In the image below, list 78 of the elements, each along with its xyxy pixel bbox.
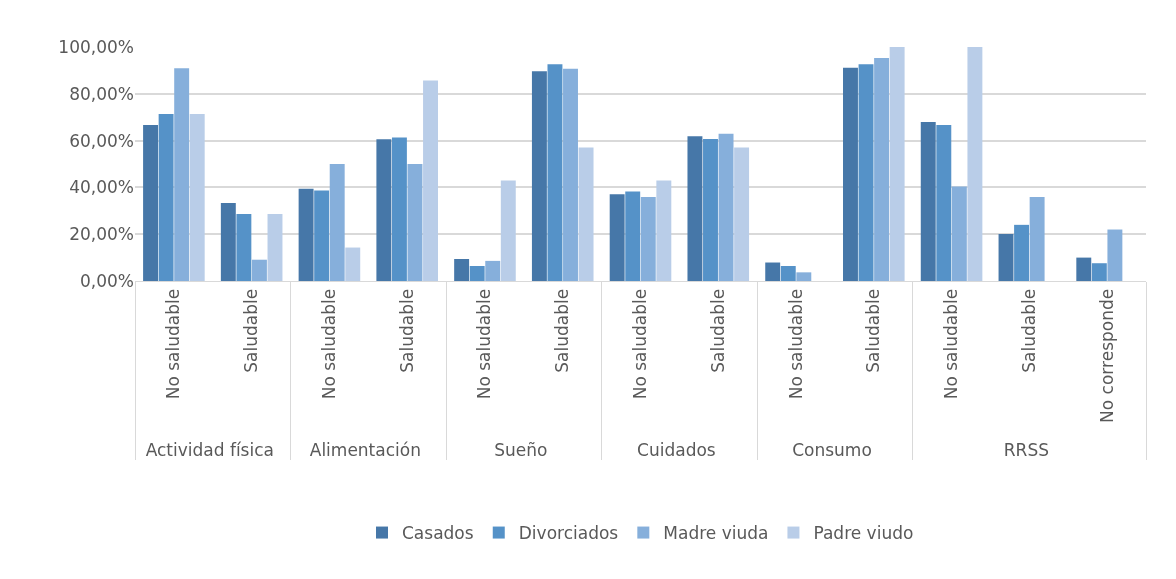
bar	[874, 58, 890, 281]
y-tick-label: 0,00%	[79, 270, 134, 291]
bar	[578, 147, 594, 281]
category-label: No saludable	[318, 288, 339, 400]
bar	[1014, 224, 1030, 281]
bar	[843, 67, 858, 281]
bar	[889, 47, 905, 281]
y-tick-label: 20,00%	[69, 224, 134, 245]
bar	[609, 194, 625, 281]
bar	[625, 191, 641, 281]
legend-label: Padre viudo	[813, 523, 914, 544]
bar	[734, 147, 750, 281]
bar	[236, 214, 252, 281]
category-label: No saludable	[941, 288, 962, 400]
bar	[423, 80, 438, 281]
y-tick-label: 80,00%	[69, 83, 134, 104]
y-tick-label: 100,00%	[58, 36, 134, 57]
bar	[1107, 229, 1123, 281]
bar	[951, 186, 967, 281]
bar	[687, 136, 703, 281]
bar	[656, 180, 672, 281]
bar	[158, 113, 174, 281]
bar	[485, 260, 501, 281]
bar	[314, 190, 330, 281]
bar	[998, 233, 1014, 281]
bar	[376, 139, 392, 281]
category-label: Saludable	[863, 288, 884, 373]
category-label: RRSS	[1003, 439, 1049, 460]
bar	[1029, 196, 1045, 281]
category-label: No saludable	[163, 288, 184, 400]
category-label: Saludable	[1018, 288, 1039, 373]
bar	[967, 47, 983, 281]
bar	[780, 266, 796, 281]
bar	[531, 71, 547, 281]
category-label: Consumo	[792, 439, 872, 460]
bar	[1091, 263, 1107, 281]
bar	[220, 203, 236, 281]
bar	[1076, 257, 1092, 281]
category-label: Saludable	[707, 288, 728, 373]
bar	[143, 124, 159, 281]
bar	[718, 133, 734, 281]
bar	[936, 124, 952, 281]
legend-label: Madre viuda	[663, 523, 769, 544]
bar	[407, 164, 423, 281]
category-label: Saludable	[241, 288, 262, 373]
bar	[298, 188, 314, 281]
category-label: Saludable	[552, 288, 573, 373]
bar	[765, 262, 781, 281]
bar	[858, 64, 874, 281]
bar	[174, 68, 190, 281]
bar	[640, 196, 656, 281]
bar	[920, 121, 936, 281]
category-label: Alimentación	[309, 439, 421, 460]
bar	[703, 138, 718, 281]
bar	[267, 214, 283, 281]
category-label: No saludable	[785, 288, 806, 400]
y-tick-label: 40,00%	[69, 177, 134, 198]
bar	[796, 272, 812, 281]
bar	[329, 164, 345, 281]
category-label: Actividad física	[145, 439, 274, 460]
category-label: No saludable	[474, 288, 495, 400]
bar	[500, 180, 516, 281]
bar	[547, 64, 563, 281]
y-tick-label: 60,00%	[69, 130, 134, 151]
category-label: No corresponde	[1096, 288, 1117, 423]
category-label: Cuidados	[637, 439, 716, 460]
category-label: Saludable	[396, 288, 417, 373]
category-label: No saludable	[630, 288, 651, 400]
bar	[251, 259, 267, 281]
bar	[454, 259, 470, 281]
bar	[391, 137, 407, 281]
bar	[469, 266, 485, 281]
bar	[189, 113, 205, 281]
legend-label: Casados	[402, 523, 474, 544]
bar	[345, 247, 361, 281]
bar	[563, 68, 578, 281]
legend-label: Divorciados	[518, 523, 619, 544]
category-label: Sueño	[494, 439, 548, 460]
